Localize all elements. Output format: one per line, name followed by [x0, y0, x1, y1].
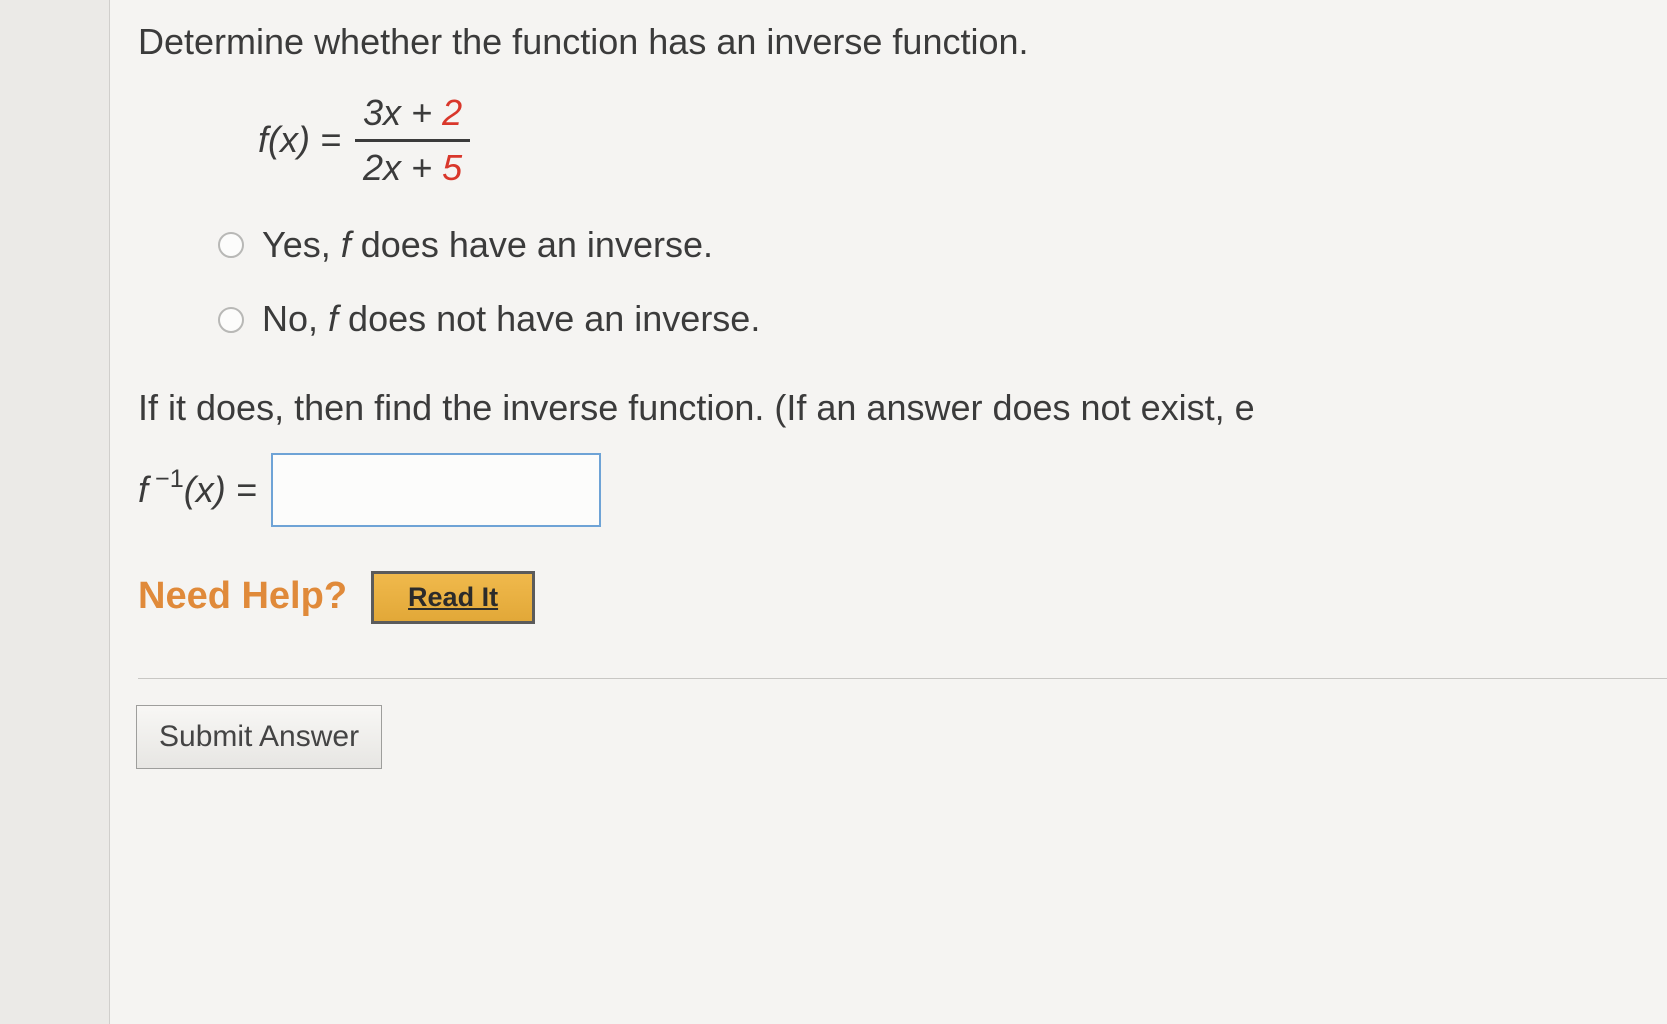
followup-text: If it does, then find the inverse functi…	[138, 384, 1667, 433]
opt1-suffix: does not have an inverse.	[338, 298, 760, 339]
opt1-italic: f	[328, 298, 338, 339]
numerator-plain: 3x +	[363, 92, 442, 133]
formula-lhs: f(x) =	[258, 116, 341, 165]
radio-icon[interactable]	[218, 307, 244, 333]
answer-row: f −1(x) =	[138, 453, 1667, 527]
option-no-label: No, f does not have an inverse.	[262, 295, 760, 344]
options-group: Yes, f does have an inverse. No, f does …	[218, 221, 1667, 344]
option-no[interactable]: No, f does not have an inverse.	[218, 295, 1667, 344]
submit-answer-button[interactable]: Submit Answer	[136, 705, 382, 769]
section-divider	[138, 678, 1667, 679]
numerator-coeff: 2	[442, 92, 462, 133]
opt0-italic: f	[341, 224, 351, 265]
opt0-prefix: Yes,	[262, 224, 341, 265]
denominator-plain: 2x +	[363, 147, 442, 188]
radio-icon[interactable]	[218, 232, 244, 258]
question-content: Determine whether the function has an in…	[110, 0, 1667, 1024]
question-prompt: Determine whether the function has an in…	[138, 18, 1667, 67]
opt0-suffix: does have an inverse.	[351, 224, 713, 265]
answer-label: f −1(x) =	[138, 464, 257, 515]
formula-fraction: 3x + 2 2x + 5	[355, 89, 470, 193]
need-help-label: Need Help?	[138, 571, 347, 622]
opt1-prefix: No,	[262, 298, 328, 339]
denominator-coeff: 5	[442, 147, 462, 188]
option-yes[interactable]: Yes, f does have an inverse.	[218, 221, 1667, 270]
inverse-answer-input[interactable]	[271, 453, 601, 527]
formula-denominator: 2x + 5	[355, 139, 470, 193]
function-formula: f(x) = 3x + 2 2x + 5	[258, 89, 1667, 193]
help-row: Need Help? Read It	[138, 571, 1667, 624]
formula-numerator: 3x + 2	[355, 89, 470, 140]
left-gutter	[0, 0, 110, 1024]
read-it-button[interactable]: Read It	[371, 571, 535, 624]
option-yes-label: Yes, f does have an inverse.	[262, 221, 713, 270]
